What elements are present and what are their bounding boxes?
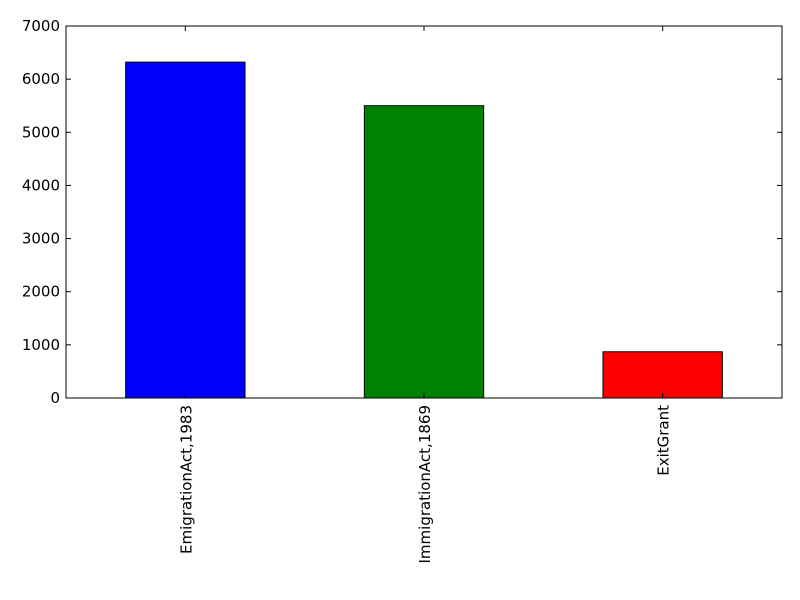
y-tick-label: 1000 [22,336,60,354]
bar [125,61,246,399]
y-tick-label: 4000 [22,176,60,194]
y-tick-label: 2000 [22,283,60,301]
x-tick-label: ExitGrant [655,405,673,476]
bar [363,105,485,399]
x-tick-label: ImmigrationAct,1869 [416,405,434,564]
bar [602,351,723,399]
y-tick-label: 6000 [22,70,60,88]
y-tick-label: 7000 [22,17,60,35]
x-tick-label: EmigrationAct,1983 [177,405,195,554]
y-tick-label: 3000 [22,230,60,248]
y-tick-label: 0 [50,389,60,407]
plot-frame [65,25,783,399]
y-tick-label: 5000 [22,123,60,141]
